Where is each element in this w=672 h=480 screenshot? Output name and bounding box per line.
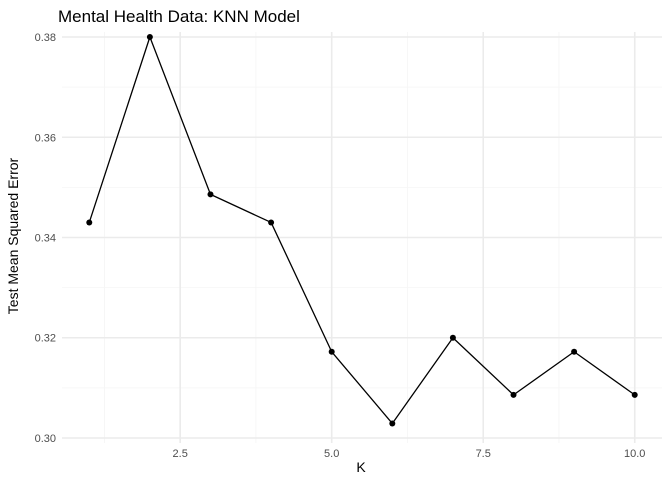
x-axis-title: K — [356, 459, 366, 475]
data-point — [328, 348, 335, 355]
data-point — [631, 391, 638, 398]
series-line — [88, 36, 636, 425]
chart-title: Mental Health Data: KNN Model — [58, 7, 300, 26]
x-tick-label: 10.0 — [624, 448, 645, 460]
data-point — [510, 391, 517, 398]
data-point — [571, 348, 578, 355]
y-tick-label: 0.30 — [35, 433, 56, 445]
data-point — [207, 191, 214, 198]
y-tick-label: 0.38 — [35, 32, 56, 44]
series-line-group — [88, 36, 636, 425]
y-tick-label: 0.36 — [35, 132, 56, 144]
major-gridlines — [62, 32, 662, 443]
data-point — [268, 219, 275, 226]
y-tick-label: 0.32 — [35, 333, 56, 345]
x-tick-label: 7.5 — [476, 448, 491, 460]
data-point — [449, 334, 456, 341]
x-axis-tick-labels: 2.5 5.0 7.5 10.0 — [173, 448, 646, 460]
data-point — [146, 34, 153, 41]
x-tick-label: 5.0 — [324, 448, 339, 460]
x-tick-label: 2.5 — [173, 448, 188, 460]
data-point — [389, 420, 396, 427]
data-point — [86, 219, 93, 226]
y-axis-title: Test Mean Squared Error — [5, 157, 21, 314]
y-tick-label: 0.34 — [35, 233, 56, 245]
data-points-group — [86, 34, 638, 427]
y-axis-tick-labels: 0.30 0.32 0.34 0.36 0.38 — [35, 32, 56, 445]
